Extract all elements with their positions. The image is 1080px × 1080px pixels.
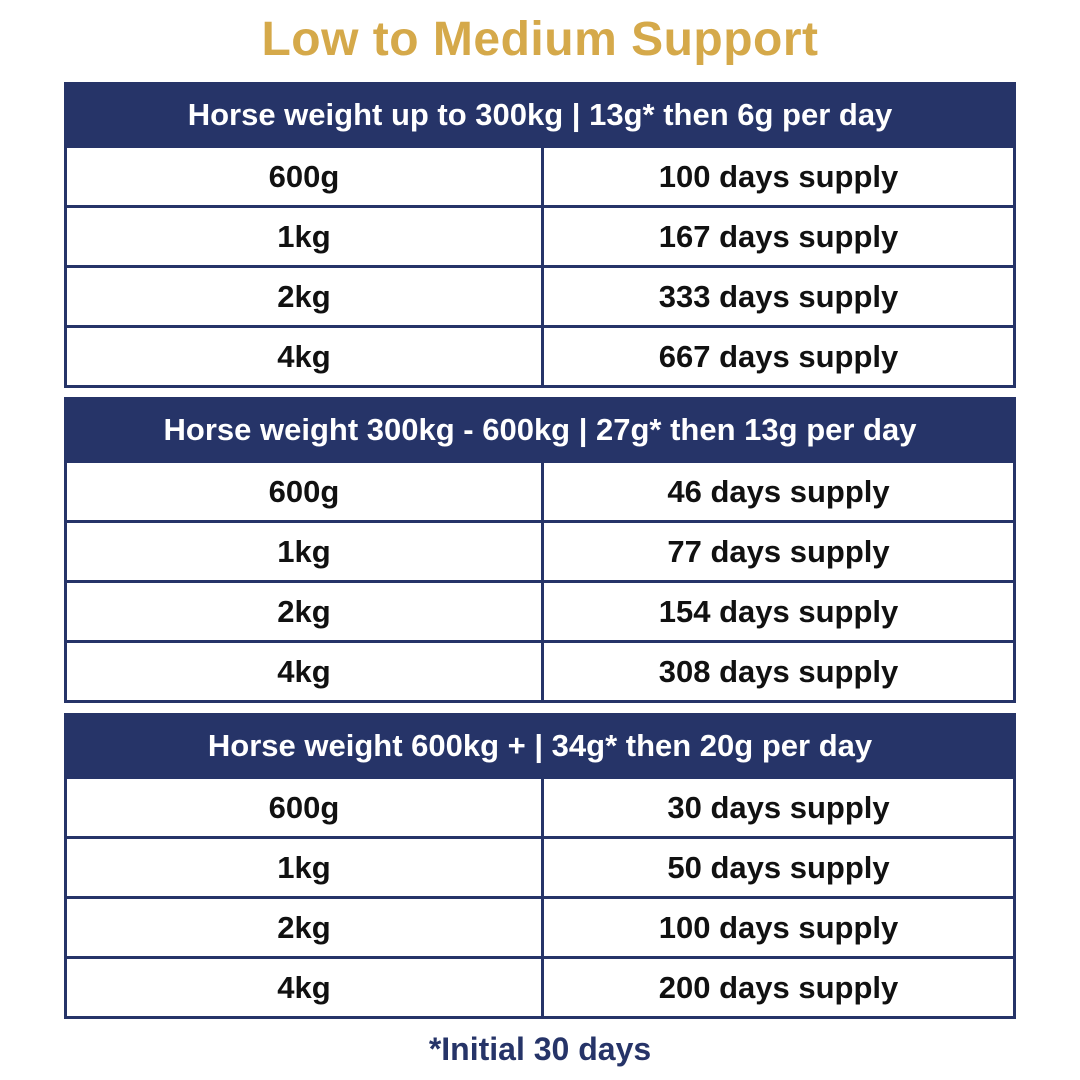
table-header: Horse weight 600kg + | 34g* then 20g per… — [67, 716, 1013, 776]
table-row: 4kg 200 days supply — [67, 956, 1013, 1016]
pack-size-cell: 2kg — [67, 268, 544, 325]
table-row: 1kg 167 days supply — [67, 205, 1013, 265]
page-title: Low to Medium Support — [261, 13, 819, 66]
supply-cell: 167 days supply — [658, 218, 899, 254]
pack-size-cell: 4kg — [67, 328, 544, 385]
supply-cell: 308 days supply — [658, 653, 899, 689]
supply-cell: 46 days supply — [667, 473, 890, 509]
supply-cell: 667 days supply — [658, 338, 899, 374]
supply-cell: 30 days supply — [667, 789, 890, 825]
table-row: 4kg 308 days supply — [67, 640, 1013, 700]
footnote: *Initial 30 days — [428, 1031, 652, 1067]
supply-cell: 77 days supply — [667, 533, 890, 569]
supply-cell: 333 days supply — [658, 278, 899, 314]
table-header: Horse weight 300kg - 600kg | 27g* then 1… — [67, 400, 1013, 460]
table-row: 1kg 50 days supply — [67, 836, 1013, 896]
pack-size-cell: 600g — [67, 463, 544, 520]
dosage-table-up-to-300kg: Horse weight up to 300kg | 13g* then 6g … — [64, 82, 1016, 388]
dosage-table-300-600kg: Horse weight 300kg - 600kg | 27g* then 1… — [64, 397, 1016, 703]
pack-size-cell: 2kg — [67, 583, 544, 640]
pack-size-cell: 1kg — [67, 208, 544, 265]
supply-cell: 154 days supply — [658, 593, 899, 629]
pack-size-cell: 600g — [67, 779, 544, 836]
table-row: 1kg 77 days supply — [67, 520, 1013, 580]
table-row: 600g 46 days supply — [67, 460, 1013, 520]
pack-size-cell: 1kg — [67, 523, 544, 580]
table-row: 600g 100 days supply — [67, 145, 1013, 205]
supply-cell: 50 days supply — [667, 849, 890, 885]
dosage-table-600kg-plus: Horse weight 600kg + | 34g* then 20g per… — [64, 713, 1016, 1019]
pack-size-cell: 4kg — [67, 959, 544, 1016]
supply-cell: 100 days supply — [658, 158, 899, 194]
table-row: 4kg 667 days supply — [67, 325, 1013, 385]
pack-size-cell: 600g — [67, 148, 544, 205]
table-row: 600g 30 days supply — [67, 776, 1013, 836]
table-row: 2kg 100 days supply — [67, 896, 1013, 956]
pack-size-cell: 1kg — [67, 839, 544, 896]
table-row: 2kg 154 days supply — [67, 580, 1013, 640]
supply-cell: 100 days supply — [658, 909, 899, 945]
pack-size-cell: 2kg — [67, 899, 544, 956]
table-row: 2kg 333 days supply — [67, 265, 1013, 325]
table-header: Horse weight up to 300kg | 13g* then 6g … — [67, 85, 1013, 145]
pack-size-cell: 4kg — [67, 643, 544, 700]
supply-cell: 200 days supply — [658, 969, 899, 1005]
